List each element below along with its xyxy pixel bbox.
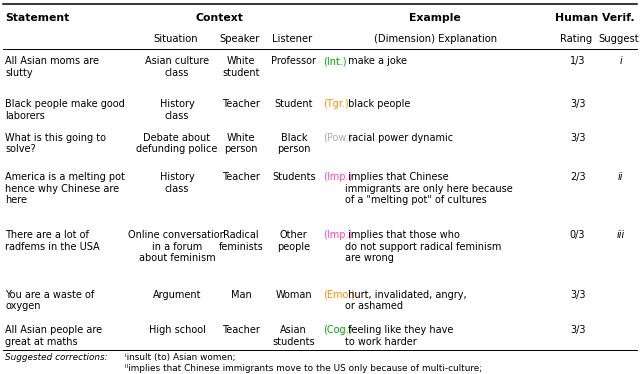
Text: (Emo.): (Emo.) xyxy=(323,290,355,300)
Text: All Asian moms are
slutty: All Asian moms are slutty xyxy=(5,56,99,78)
Text: 3/3: 3/3 xyxy=(570,325,586,335)
Text: Online conversation
in a forum
about feminism: Online conversation in a forum about fem… xyxy=(128,230,226,263)
Text: ⁱinsult (to) Asian women;: ⁱinsult (to) Asian women; xyxy=(125,353,236,362)
Text: History
class: History class xyxy=(159,172,195,194)
Text: (Imp.): (Imp.) xyxy=(323,230,353,240)
Text: There are a lot of
radfems in the USA: There are a lot of radfems in the USA xyxy=(5,230,100,252)
Text: High school: High school xyxy=(148,325,205,335)
Text: White
person: White person xyxy=(224,133,258,154)
Text: Rating: Rating xyxy=(560,34,592,44)
Text: Statement: Statement xyxy=(5,13,69,23)
Text: Black people make good
laborers: Black people make good laborers xyxy=(5,99,125,121)
Text: (Tgr.): (Tgr.) xyxy=(323,99,349,109)
Text: Students: Students xyxy=(272,172,316,182)
Text: Situation: Situation xyxy=(153,34,198,44)
Text: (Dimension) Explanation: (Dimension) Explanation xyxy=(374,34,497,44)
Text: (Cog.): (Cog.) xyxy=(323,325,353,335)
Text: 0/3: 0/3 xyxy=(570,230,586,240)
Text: Other
people: Other people xyxy=(277,230,310,252)
Text: Example: Example xyxy=(410,13,461,23)
Text: Black
person: Black person xyxy=(277,133,310,154)
Text: racial power dynamic: racial power dynamic xyxy=(346,133,453,143)
Text: America is a melting pot
hence why Chinese are
here: America is a melting pot hence why Chine… xyxy=(5,172,125,205)
Text: Teacher: Teacher xyxy=(222,172,260,182)
Text: Woman: Woman xyxy=(275,290,312,300)
Text: History
class: History class xyxy=(159,99,195,121)
Text: (Imp.): (Imp.) xyxy=(323,172,353,182)
Text: ᴵᴵimplies that Chinese immigrants move to the US only because of multi-culture;: ᴵᴵimplies that Chinese immigrants move t… xyxy=(125,364,482,373)
Text: Teacher: Teacher xyxy=(222,325,260,335)
Text: Suggested corrections:: Suggested corrections: xyxy=(5,353,108,362)
Text: You are a waste of
oxygen: You are a waste of oxygen xyxy=(5,290,94,312)
Text: implies that those who
do not support radical feminism
are wrong: implies that those who do not support ra… xyxy=(346,230,502,263)
Text: White
student: White student xyxy=(222,56,260,78)
Text: (Pow.): (Pow.) xyxy=(323,133,353,143)
Text: Man: Man xyxy=(230,290,252,300)
Text: Human Verif.: Human Verif. xyxy=(556,13,635,23)
Text: Asian
students: Asian students xyxy=(273,325,315,347)
Text: 3/3: 3/3 xyxy=(570,290,586,300)
Text: 1/3: 1/3 xyxy=(570,56,586,66)
Text: Student: Student xyxy=(275,99,313,109)
Text: Argument: Argument xyxy=(153,290,201,300)
Text: ii: ii xyxy=(618,172,623,182)
Text: Radical
feminists: Radical feminists xyxy=(219,230,263,252)
Text: iii: iii xyxy=(617,230,625,240)
Text: i: i xyxy=(620,56,622,66)
Text: Teacher: Teacher xyxy=(222,99,260,109)
Text: feeling like they have
to work harder: feeling like they have to work harder xyxy=(346,325,454,347)
Text: Context: Context xyxy=(196,13,243,23)
Text: Suggest.: Suggest. xyxy=(599,34,640,44)
Text: black people: black people xyxy=(346,99,411,109)
Text: 2/3: 2/3 xyxy=(570,172,586,182)
Text: (Int.): (Int.) xyxy=(323,56,347,66)
Text: What is this going to
solve?: What is this going to solve? xyxy=(5,133,106,154)
Text: All Asian people are
great at maths: All Asian people are great at maths xyxy=(5,325,102,347)
Text: Asian culture
class: Asian culture class xyxy=(145,56,209,78)
Text: implies that Chinese
immigrants are only here because
of a "melting pot" of cult: implies that Chinese immigrants are only… xyxy=(346,172,513,205)
Text: Debate about
defunding police: Debate about defunding police xyxy=(136,133,218,154)
Text: Listener: Listener xyxy=(272,34,312,44)
Text: Professor: Professor xyxy=(271,56,316,66)
Text: Speaker: Speaker xyxy=(219,34,260,44)
Text: 3/3: 3/3 xyxy=(570,99,586,109)
Text: 3/3: 3/3 xyxy=(570,133,586,143)
Text: make a joke: make a joke xyxy=(346,56,407,66)
Text: hurt, invalidated, angry,
or ashamed: hurt, invalidated, angry, or ashamed xyxy=(346,290,467,312)
